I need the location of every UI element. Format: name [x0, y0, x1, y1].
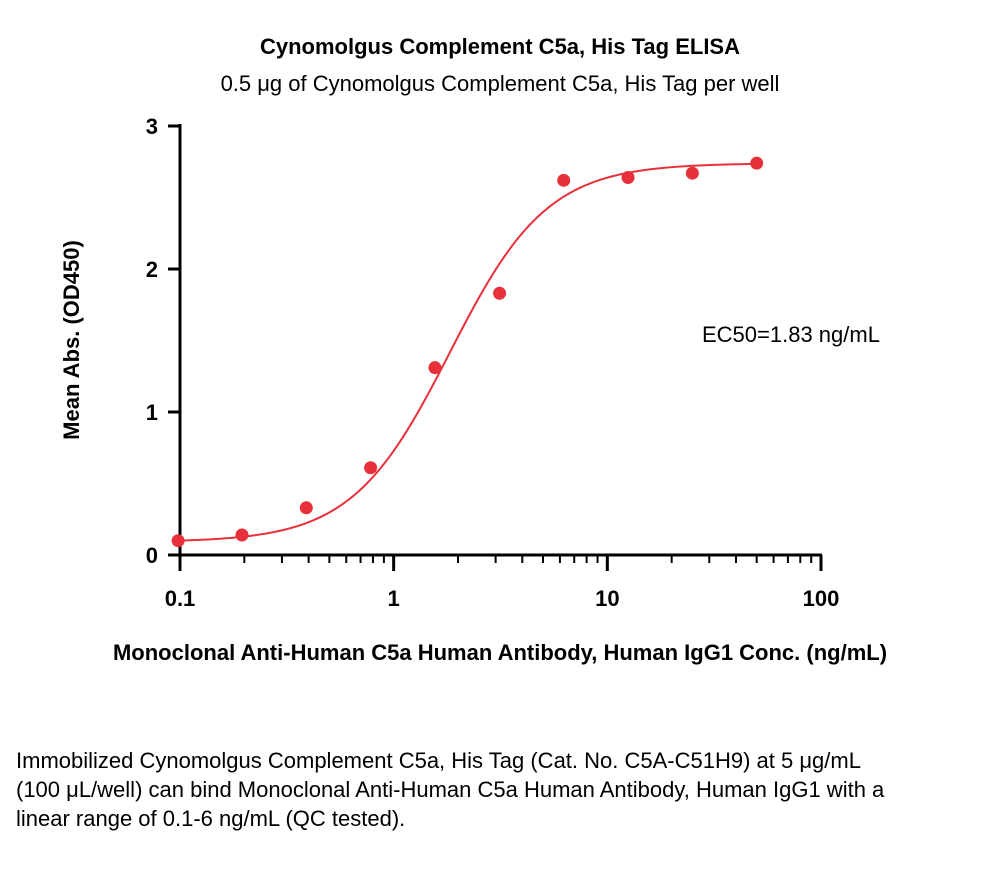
data-point: [235, 528, 249, 542]
x-tick-label: 1: [388, 586, 400, 611]
data-point: [364, 461, 378, 475]
x-axis-label: Monoclonal Anti-Human C5a Human Antibody…: [112, 640, 888, 665]
chart-axes: 0 1 2 3 0.1 1 10 100: [146, 114, 840, 611]
chart-subtitle: 0.5 μg of Cynomolgus Complement C5a, His…: [220, 71, 780, 96]
data-point: [750, 156, 764, 170]
ec50-annotation: EC50=1.83 ng/mL: [702, 322, 880, 347]
data-point: [557, 173, 571, 187]
data-point: [685, 166, 699, 180]
data-point: [171, 534, 185, 548]
y-axis-label: Mean Abs. (OD450): [59, 240, 84, 440]
x-tick-label: 0.1: [165, 586, 196, 611]
fit-curve: [178, 162, 757, 542]
data-point: [621, 170, 635, 184]
data-point: [493, 286, 507, 300]
x-tick-label: 100: [803, 586, 840, 611]
x-tick-label: 10: [595, 586, 619, 611]
figure-caption: Immobilized Cynomolgus Complement C5a, H…: [16, 748, 885, 831]
data-points: [171, 156, 764, 548]
chart-title: Cynomolgus Complement C5a, His Tag ELISA: [260, 34, 740, 59]
y-tick-label: 1: [146, 400, 158, 425]
elisa-chart: 0 1 2 3 0.1 1 10 100: [146, 114, 840, 611]
y-tick-label: 2: [146, 257, 158, 282]
y-tick-label: 3: [146, 114, 158, 139]
y-tick-label: 0: [146, 543, 158, 568]
data-point: [428, 361, 442, 375]
data-point: [299, 501, 313, 515]
